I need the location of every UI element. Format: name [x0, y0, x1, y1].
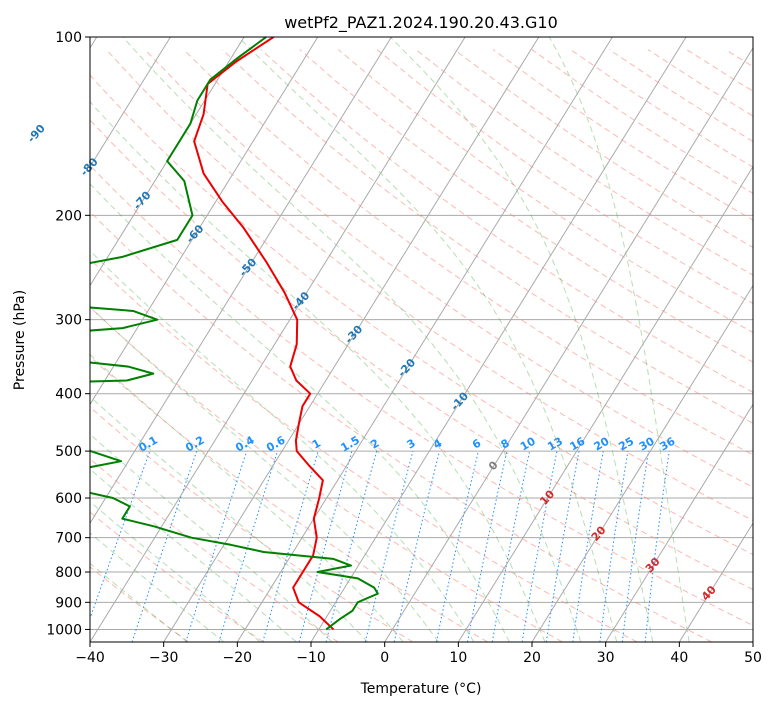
dry-adiabat-line — [299, 49, 753, 363]
moist-adiabat-line — [90, 353, 404, 642]
y-axis-title: Pressure (hPa) — [12, 290, 28, 390]
dry-adiabat-line — [260, 49, 753, 393]
x-tick-label: 30 — [597, 650, 615, 666]
chart-title: wetPf2_PAZ1.2024.190.20.43.G10 — [284, 13, 558, 33]
dry-adiabat-line — [90, 458, 339, 642]
dry-adiabat-line — [90, 74, 753, 556]
moist-adiabat-line — [90, 183, 510, 642]
moist-adiabat-line — [90, 305, 439, 642]
isotherm-gridline — [90, 37, 319, 406]
dry-adiabat-line — [90, 511, 264, 642]
dry-adiabat-line — [90, 406, 414, 642]
y-tick-label: 100 — [55, 30, 82, 46]
isotherm-gridline — [310, 37, 687, 642]
y-tick-label: 500 — [55, 444, 82, 460]
moist-adiabat-line — [90, 433, 333, 642]
isotherm-gridline — [384, 46, 753, 642]
moist-adiabat-line — [389, 37, 654, 642]
dry-adiabat-line — [90, 258, 638, 642]
y-tick-label: 700 — [55, 531, 82, 547]
dry-adiabat-line — [90, 119, 753, 591]
isotherm-gridline — [457, 165, 753, 642]
isotherm-gridline — [678, 522, 753, 642]
dry-adiabat-line — [105, 49, 753, 522]
x-tick-label: 50 — [744, 650, 762, 666]
isotherm-gridline — [90, 37, 171, 168]
mixing-ratio-line — [621, 451, 649, 642]
dry-adiabat-line — [90, 306, 563, 642]
moist-adiabat-line — [90, 100, 546, 642]
mixing-ratio-line — [364, 450, 414, 642]
profile-series — [90, 37, 379, 631]
isotherm-gridline — [90, 37, 392, 525]
y-tick-label: 800 — [55, 565, 82, 581]
x-tick-label: 10 — [449, 650, 467, 666]
x-tick-label: −20 — [223, 650, 253, 666]
isotherm-gridline — [163, 37, 540, 642]
mixing-ratio-line — [298, 450, 353, 642]
isotherm-gridline — [236, 37, 613, 642]
mixing-ratio-lines — [90, 450, 670, 642]
isotherm-gridline — [90, 37, 466, 642]
dry-adiabat-line — [90, 355, 488, 642]
dry-adiabat-line — [90, 164, 753, 627]
mixing-ratio-line — [644, 451, 670, 642]
mixing-ratio-line — [185, 450, 248, 642]
y-axis: 100 200 300 400 500 600 700 800 900 1000 — [46, 30, 90, 638]
x-axis-title: Temperature (°C) — [360, 681, 482, 697]
y-tick-label: 400 — [55, 387, 82, 403]
mixing-ratio-line — [599, 451, 629, 642]
pressure-gridlines — [90, 37, 753, 630]
x-tick-label: 20 — [523, 650, 541, 666]
moist-adiabat-line — [548, 37, 690, 642]
moist-adiabat-line — [90, 395, 369, 642]
plot-area — [90, 37, 753, 642]
dry-adiabat-line — [221, 49, 753, 424]
dewpoint-profile-line — [90, 37, 379, 631]
moist-adiabat-line — [122, 37, 582, 642]
x-tick-label: −10 — [296, 650, 326, 666]
mixing-ratio-line — [90, 450, 151, 621]
temperature-profile-line — [193, 37, 335, 631]
mixing-ratio-line — [262, 450, 319, 642]
x-tick-label: 40 — [670, 650, 688, 666]
moist-adiabat-line — [90, 468, 297, 642]
x-tick-label: −30 — [149, 650, 179, 666]
y-tick-label: 600 — [55, 491, 82, 507]
axes-frame — [89, 36, 754, 643]
x-tick-label: −40 — [75, 650, 105, 666]
moist-adiabat-line — [90, 250, 475, 642]
x-axis: −40 −30 −20 −10 0 10 20 30 40 50 — [75, 642, 762, 666]
mixing-ratio-line — [572, 451, 604, 642]
mixing-ratio-line — [131, 450, 198, 642]
isotherm-gridline — [605, 403, 753, 642]
y-tick-label: 300 — [55, 313, 82, 329]
mixing-ratio-line — [218, 450, 279, 642]
moist-adiabats — [90, 37, 690, 642]
y-tick-label: 200 — [55, 208, 82, 224]
dry-adiabat-line — [90, 566, 190, 642]
y-tick-label: 1000 — [46, 622, 82, 638]
x-tick-label: 0 — [380, 650, 389, 666]
y-tick-label: 900 — [55, 595, 82, 611]
isotherm-gridline — [531, 284, 753, 642]
